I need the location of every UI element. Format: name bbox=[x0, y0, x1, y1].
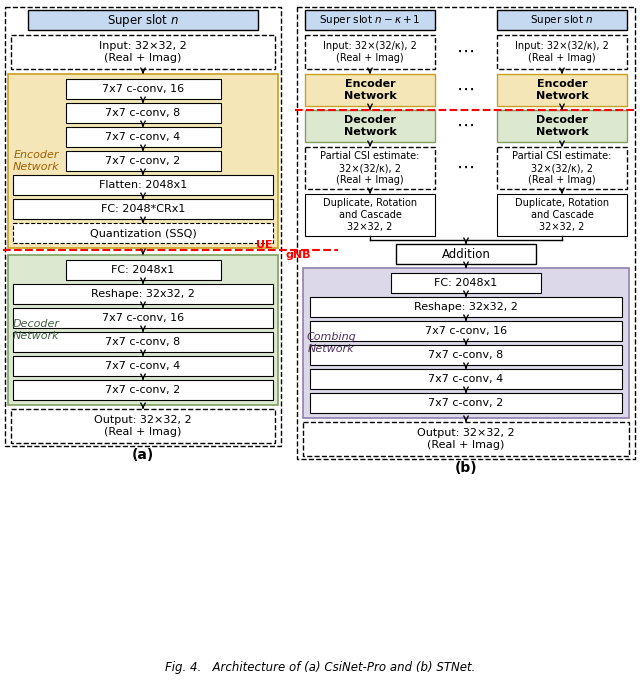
Bar bbox=[305, 35, 435, 69]
Text: 7x7 c-conv, 16: 7x7 c-conv, 16 bbox=[102, 84, 184, 94]
Bar bbox=[13, 175, 273, 195]
Bar bbox=[396, 244, 536, 264]
Text: 7x7 c-conv, 8: 7x7 c-conv, 8 bbox=[428, 350, 504, 360]
Bar bbox=[305, 110, 435, 142]
Bar bbox=[303, 268, 629, 418]
Text: 7x7 c-conv, 2: 7x7 c-conv, 2 bbox=[106, 385, 180, 395]
Text: 7x7 c-conv, 4: 7x7 c-conv, 4 bbox=[106, 132, 180, 142]
Text: Decoder
Network: Decoder Network bbox=[536, 115, 588, 137]
Bar bbox=[310, 369, 622, 389]
Text: 7x7 c-conv, 2: 7x7 c-conv, 2 bbox=[428, 398, 504, 408]
Text: Combing
Network: Combing Network bbox=[306, 332, 356, 353]
Text: Output: 32×32, 2
(Real + Imag): Output: 32×32, 2 (Real + Imag) bbox=[94, 415, 192, 437]
Bar bbox=[65, 79, 221, 99]
Text: Encoder
Network: Encoder Network bbox=[13, 150, 60, 172]
Text: FC: 2048x1: FC: 2048x1 bbox=[435, 278, 498, 288]
Text: Quantization (SSQ): Quantization (SSQ) bbox=[90, 228, 196, 238]
Bar bbox=[303, 422, 629, 456]
Bar bbox=[13, 380, 273, 400]
Bar bbox=[310, 345, 622, 365]
Text: FC: 2048*CRx1: FC: 2048*CRx1 bbox=[101, 204, 185, 214]
Text: (b): (b) bbox=[454, 461, 477, 475]
Text: ⋯: ⋯ bbox=[457, 81, 475, 99]
Text: Input: 32×(32/κ), 2
(Real + Imag): Input: 32×(32/κ), 2 (Real + Imag) bbox=[515, 41, 609, 63]
Text: Duplicate, Rotation
and Cascade
32×32, 2: Duplicate, Rotation and Cascade 32×32, 2 bbox=[515, 199, 609, 232]
Bar bbox=[13, 284, 273, 304]
Text: 7x7 c-conv, 4: 7x7 c-conv, 4 bbox=[106, 361, 180, 371]
Bar bbox=[13, 332, 273, 352]
Text: 7x7 c-conv, 16: 7x7 c-conv, 16 bbox=[425, 326, 507, 336]
Text: Partial CSI estimate:
32×(32/κ), 2
(Real + Imag): Partial CSI estimate: 32×(32/κ), 2 (Real… bbox=[512, 151, 612, 184]
Text: Super slot $n$: Super slot $n$ bbox=[107, 12, 179, 29]
Bar bbox=[305, 10, 435, 30]
Text: Super slot $n$: Super slot $n$ bbox=[530, 13, 594, 27]
Bar bbox=[8, 74, 278, 248]
Text: Partial CSI estimate:
32×(32/κ), 2
(Real + Imag): Partial CSI estimate: 32×(32/κ), 2 (Real… bbox=[320, 151, 420, 184]
Text: Input: 32×(32/κ), 2
(Real + Imag): Input: 32×(32/κ), 2 (Real + Imag) bbox=[323, 41, 417, 63]
Text: 7x7 c-conv, 8: 7x7 c-conv, 8 bbox=[106, 108, 180, 118]
Bar bbox=[28, 10, 258, 30]
Bar bbox=[5, 7, 281, 446]
Bar bbox=[310, 297, 622, 317]
Text: Duplicate, Rotation
and Cascade
32×32, 2: Duplicate, Rotation and Cascade 32×32, 2 bbox=[323, 199, 417, 232]
Bar bbox=[65, 103, 221, 123]
Bar bbox=[497, 74, 627, 106]
Bar bbox=[305, 74, 435, 106]
Text: ⋯: ⋯ bbox=[457, 43, 475, 61]
Text: Decoder
Network: Decoder Network bbox=[344, 115, 396, 137]
Bar bbox=[297, 7, 635, 459]
Bar bbox=[305, 147, 435, 189]
Bar bbox=[11, 35, 275, 69]
Bar bbox=[497, 35, 627, 69]
Text: Encoder
Network: Encoder Network bbox=[344, 79, 396, 101]
Bar bbox=[13, 199, 273, 219]
Text: Fig. 4.   Architecture of (a) CsiNet-Pro and (b) STNet.: Fig. 4. Architecture of (a) CsiNet-Pro a… bbox=[165, 662, 475, 675]
Bar bbox=[497, 194, 627, 236]
Text: Decoder
Network: Decoder Network bbox=[13, 319, 60, 341]
Bar bbox=[65, 260, 221, 280]
Bar bbox=[497, 10, 627, 30]
Text: Super slot $n - \kappa + 1$: Super slot $n - \kappa + 1$ bbox=[319, 13, 420, 27]
Bar bbox=[13, 356, 273, 376]
Text: 7x7 c-conv, 4: 7x7 c-conv, 4 bbox=[428, 374, 504, 384]
Text: Flatten: 2048x1: Flatten: 2048x1 bbox=[99, 180, 187, 190]
Text: 7x7 c-conv, 8: 7x7 c-conv, 8 bbox=[106, 337, 180, 347]
Bar bbox=[11, 409, 275, 443]
Bar bbox=[305, 194, 435, 236]
Bar bbox=[310, 393, 622, 413]
Bar bbox=[310, 321, 622, 341]
Bar bbox=[65, 127, 221, 147]
Bar bbox=[65, 151, 221, 171]
Text: (a): (a) bbox=[132, 448, 154, 462]
Text: Addition: Addition bbox=[442, 247, 490, 260]
Text: ⋯: ⋯ bbox=[457, 117, 475, 135]
Text: Output: 32×32, 2
(Real + Imag): Output: 32×32, 2 (Real + Imag) bbox=[417, 428, 515, 450]
Text: 7x7 c-conv, 16: 7x7 c-conv, 16 bbox=[102, 313, 184, 323]
Text: UE: UE bbox=[257, 240, 273, 250]
Text: FC: 2048x1: FC: 2048x1 bbox=[111, 265, 175, 275]
Text: Reshape: 32x32, 2: Reshape: 32x32, 2 bbox=[91, 289, 195, 299]
Text: gNB: gNB bbox=[286, 250, 312, 260]
Bar bbox=[13, 223, 273, 243]
Text: 7x7 c-conv, 2: 7x7 c-conv, 2 bbox=[106, 156, 180, 166]
Bar bbox=[8, 255, 278, 405]
Bar bbox=[13, 308, 273, 328]
Bar bbox=[497, 110, 627, 142]
Text: Input: 32×32, 2
(Real + Imag): Input: 32×32, 2 (Real + Imag) bbox=[99, 41, 187, 63]
Text: ⋯: ⋯ bbox=[457, 159, 475, 177]
Text: Encoder
Network: Encoder Network bbox=[536, 79, 588, 101]
Bar bbox=[497, 147, 627, 189]
Bar bbox=[391, 273, 541, 293]
Text: Reshape: 32x32, 2: Reshape: 32x32, 2 bbox=[414, 302, 518, 312]
